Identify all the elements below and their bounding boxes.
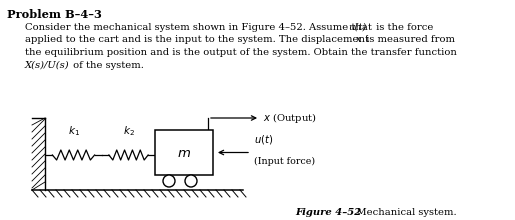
- Circle shape: [163, 175, 175, 187]
- Text: u(t): u(t): [348, 23, 366, 32]
- Text: is measured from: is measured from: [363, 35, 455, 44]
- Text: $k_1$: $k_1$: [67, 124, 79, 138]
- Circle shape: [185, 175, 197, 187]
- Text: Mechanical system.: Mechanical system.: [347, 208, 457, 217]
- Text: Figure 4–52: Figure 4–52: [295, 208, 361, 217]
- Bar: [155, 130, 213, 175]
- Text: X(s)/U(s): X(s)/U(s): [25, 61, 70, 70]
- Text: $m$: $m$: [177, 147, 191, 160]
- Text: $k_2$: $k_2$: [123, 124, 134, 138]
- Text: (Input force): (Input force): [254, 156, 315, 166]
- Text: Consider the mechanical system shown in Figure 4–52. Assume that: Consider the mechanical system shown in …: [25, 23, 375, 32]
- Text: $u(t)$: $u(t)$: [254, 134, 273, 147]
- Text: $x$ (Output): $x$ (Output): [263, 111, 317, 125]
- Text: Problem B–4–3: Problem B–4–3: [7, 9, 102, 20]
- Text: applied to the cart and is the input to the system. The displacement: applied to the cart and is the input to …: [25, 35, 372, 44]
- Text: of the system.: of the system.: [70, 61, 144, 70]
- Text: the equilibrium position and is the output of the system. Obtain the transfer fu: the equilibrium position and is the outp…: [25, 48, 457, 57]
- Text: is the force: is the force: [373, 23, 434, 32]
- Text: x: x: [356, 35, 362, 44]
